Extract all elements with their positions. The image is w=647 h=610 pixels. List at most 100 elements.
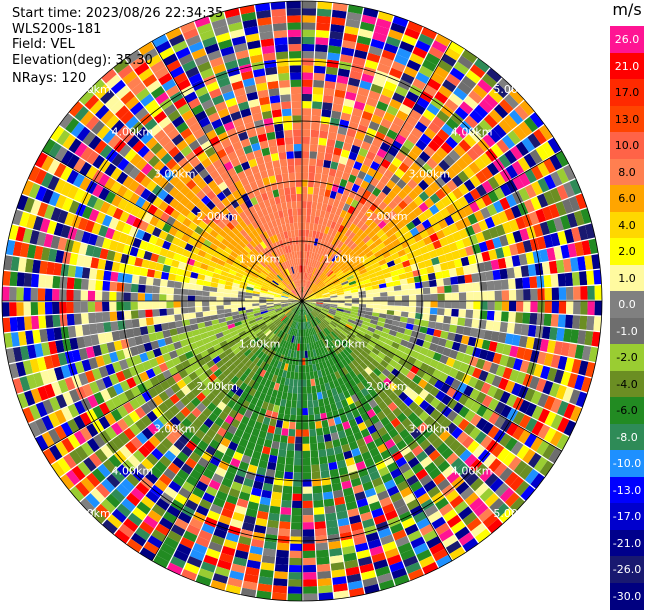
velocity-gate — [309, 158, 316, 166]
velocity-gate — [494, 280, 502, 290]
velocity-gate — [393, 316, 401, 322]
velocity-gate — [290, 223, 295, 231]
velocity-gate — [281, 428, 288, 436]
velocity-gate — [293, 379, 298, 386]
velocity-gate — [274, 571, 288, 579]
velocity-gate — [302, 58, 314, 66]
velocity-gate — [438, 301, 445, 308]
velocity-gate — [309, 422, 316, 430]
velocity-gate — [366, 301, 373, 304]
velocity-gate — [195, 296, 202, 301]
velocity-gate — [435, 322, 443, 330]
velocity-gate — [302, 222, 306, 229]
velocity-gate — [289, 379, 294, 387]
velocity-gate — [276, 463, 285, 471]
velocity-gate — [45, 275, 53, 288]
velocity-gate — [303, 501, 313, 508]
velocity-gate — [312, 108, 322, 116]
velocity-gate — [152, 286, 160, 294]
velocity-gate — [551, 274, 559, 287]
velocity-gate — [429, 314, 437, 321]
velocity-gate — [276, 550, 289, 558]
velocity-gate — [456, 267, 465, 276]
velocity-gate — [52, 289, 59, 301]
velocity-gate — [238, 298, 245, 301]
velocity-gate — [53, 263, 62, 276]
velocity-gate — [285, 465, 294, 473]
velocity-gate — [279, 406, 286, 414]
velocity-gate — [537, 313, 545, 325]
velocity-gate — [160, 279, 168, 287]
velocity-gate — [317, 571, 331, 579]
velocity-gate — [89, 324, 97, 335]
velocity-gate — [146, 277, 154, 285]
velocity-gate — [138, 310, 146, 318]
velocity-gate — [133, 327, 142, 336]
velocity-gate — [267, 462, 276, 471]
velocity-gate — [313, 493, 323, 501]
velocity-gate — [188, 290, 196, 296]
velocity-gate — [152, 302, 159, 309]
velocity-gate — [327, 527, 339, 536]
velocity-gate — [445, 293, 452, 300]
velocity-gate — [430, 301, 437, 308]
velocity-gate — [281, 500, 291, 508]
velocity-gate — [283, 123, 292, 131]
velocity-gate — [167, 308, 175, 315]
velocity-gate — [407, 318, 415, 325]
velocity-gate — [202, 296, 209, 301]
velocity-gate — [444, 285, 452, 293]
velocity-gate — [458, 309, 466, 317]
velocity-gate — [123, 292, 130, 301]
velocity-gate — [303, 579, 317, 587]
velocity-gate — [311, 379, 316, 387]
velocity-gate — [266, 527, 278, 536]
velocity-gate — [31, 316, 39, 330]
velocity-gate — [66, 302, 73, 313]
velocity-gate — [502, 290, 509, 300]
velocity-gate — [471, 273, 479, 282]
velocity-gate — [302, 15, 316, 22]
velocity-gate — [269, 506, 280, 514]
velocity-gate — [352, 298, 359, 301]
velocity-gate — [276, 557, 289, 565]
velocity-gate — [303, 465, 311, 472]
velocity-gate — [313, 486, 323, 494]
velocity-gate — [507, 323, 515, 334]
velocity-gate — [408, 312, 416, 318]
velocity-gate — [586, 270, 594, 285]
velocity-gate — [302, 1, 316, 9]
velocity-gate — [488, 301, 495, 310]
velocity-gate — [280, 435, 288, 443]
velocity-gate — [315, 166, 322, 174]
velocity-gate — [169, 328, 177, 336]
velocity-gate — [317, 16, 331, 24]
velocity-gate — [327, 175, 335, 183]
velocity-gate — [52, 315, 60, 327]
velocity-gate — [501, 312, 509, 322]
velocity-gate — [289, 216, 294, 224]
velocity-gate — [88, 291, 95, 301]
velocity-gate — [309, 429, 316, 437]
velocity-gate — [195, 307, 203, 313]
velocity-gate — [216, 305, 224, 310]
velocity-gate — [494, 311, 502, 321]
velocity-gate — [316, 159, 324, 167]
velocity-gate — [313, 187, 319, 195]
velocity-gate — [317, 202, 323, 210]
velocity-gate — [124, 283, 132, 292]
velocity-gate — [217, 288, 225, 293]
velocity-gate — [196, 317, 204, 323]
velocity-gate — [292, 201, 297, 209]
velocity-gate — [74, 314, 82, 325]
velocity-gate — [366, 304, 373, 308]
velocity-gate — [473, 310, 481, 319]
velocity-gate — [295, 444, 302, 451]
velocity-gate — [216, 301, 223, 305]
velocity-gate — [544, 275, 552, 287]
velocity-gate — [311, 464, 320, 472]
velocity-gate — [317, 564, 331, 572]
velocity-gate — [381, 301, 388, 305]
velocity-gate — [314, 514, 325, 522]
velocity-gate — [266, 132, 275, 141]
